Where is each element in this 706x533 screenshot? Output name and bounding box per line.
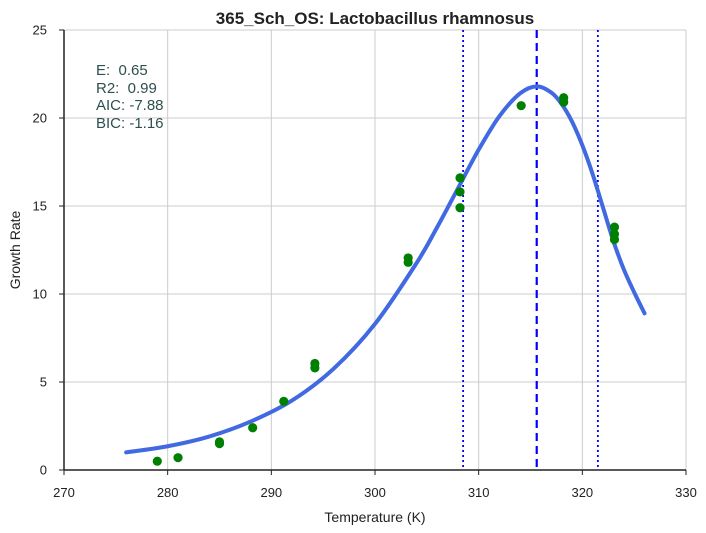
data-point: [214, 437, 225, 447]
x-axis-label: Temperature (K): [324, 509, 425, 525]
x-tick-label: 270: [53, 485, 75, 500]
x-tick-label: 300: [364, 485, 386, 500]
data-point: [173, 453, 183, 463]
y-tick-label: 0: [40, 463, 47, 478]
data-point: [279, 396, 289, 406]
fit-curve: [124, 84, 647, 455]
y-tick-label: 5: [40, 375, 47, 390]
chart-title: 365_Sch_OS: Lactobacillus rhamnosus: [216, 9, 534, 28]
data-point: [310, 358, 320, 369]
annotation-aic: AIC: -7.88: [96, 97, 164, 114]
data-point: [559, 93, 569, 103]
data-points-layer: [152, 93, 620, 466]
annotation-bic: BIC: -1.16: [96, 115, 164, 132]
grid-layer: [64, 29, 687, 470]
data-point: [516, 101, 526, 111]
data-point: [609, 222, 620, 232]
x-tick-label: 290: [260, 485, 282, 500]
data-point: [248, 423, 258, 433]
x-tick-label: 280: [157, 485, 179, 500]
x-tick-label: 330: [675, 485, 697, 500]
data-point: [455, 203, 465, 213]
data-point: [403, 253, 413, 263]
fit-curve-layer: [124, 84, 647, 455]
data-point: [609, 229, 620, 239]
y-tick-labels: 0 5 10 15 20 25: [33, 23, 64, 478]
reference-lines: [462, 30, 599, 470]
y-tick-label: 25: [33, 23, 47, 38]
x-tick-label: 320: [571, 485, 593, 500]
annotation-e: E: 0.65: [96, 62, 148, 79]
annotation-r2: R2: 0.99: [96, 80, 157, 97]
y-tick-label: 10: [33, 287, 47, 302]
y-tick-label: 20: [33, 111, 47, 126]
x-tick-labels: 270 280 290 300 310 320 330: [53, 470, 697, 500]
stats-annotation: E: 0.65 R2: 0.99 AIC: -7.88 BIC: -1.16: [96, 62, 164, 132]
data-point: [455, 173, 465, 183]
data-point: [152, 456, 162, 466]
data-point: [455, 187, 465, 197]
y-tick-label: 15: [33, 199, 47, 214]
x-tick-label: 310: [468, 485, 490, 500]
y-axis-label: Growth Rate: [7, 210, 23, 289]
